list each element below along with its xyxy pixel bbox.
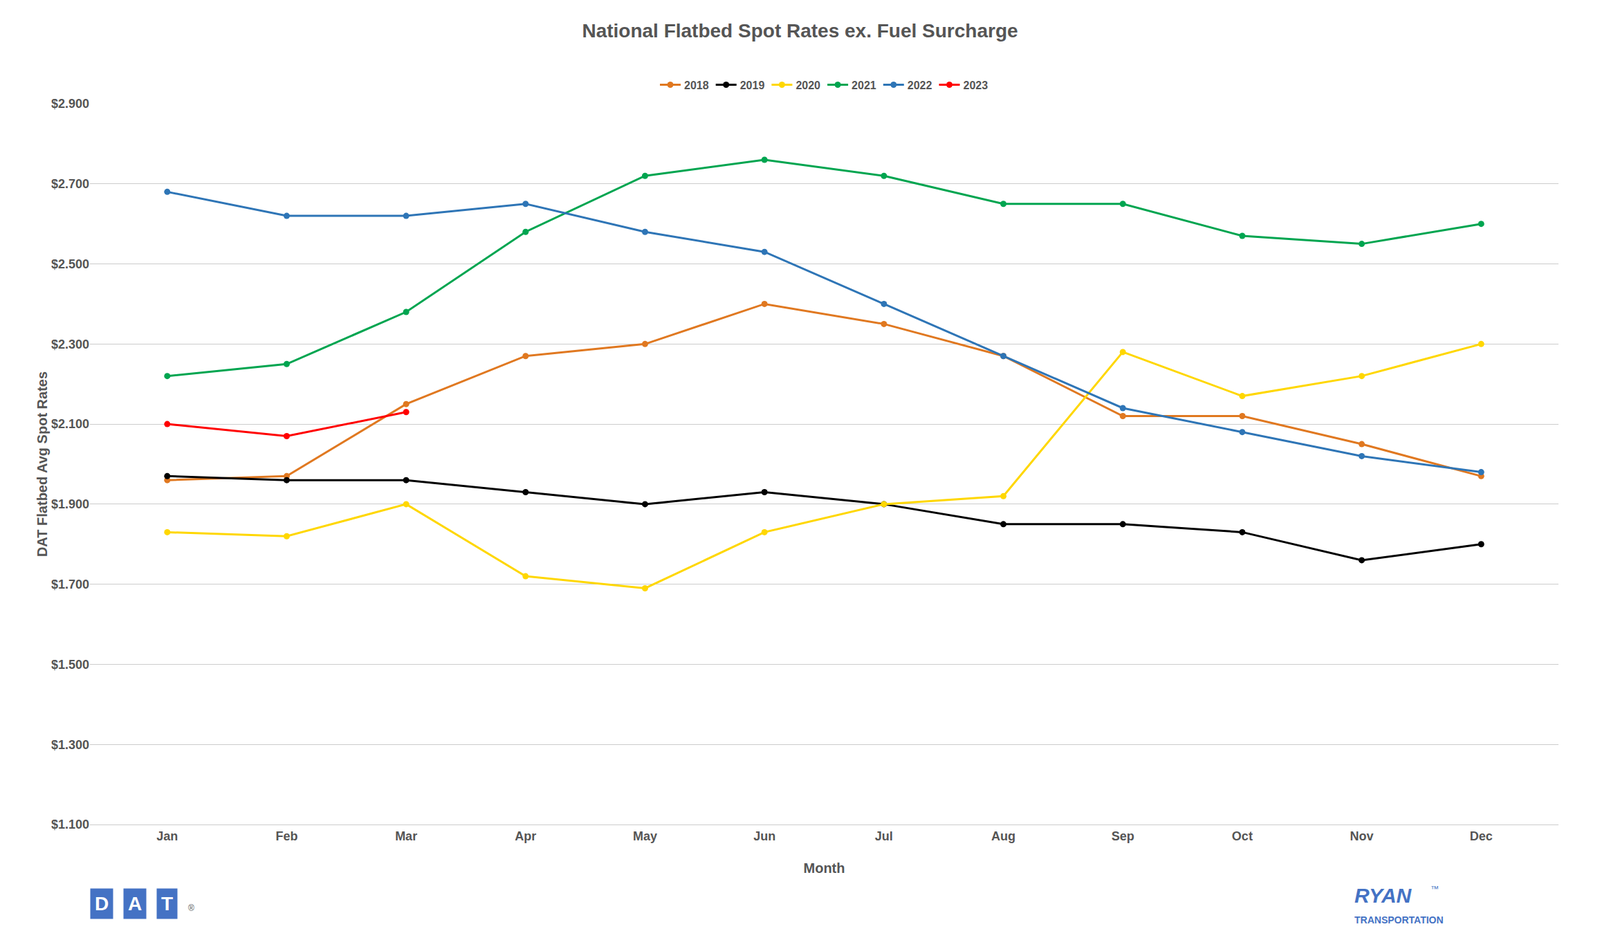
svg-text:Sep: Sep <box>1111 829 1135 844</box>
svg-text:$2.300: $2.300 <box>51 337 90 352</box>
svg-text:2022: 2022 <box>907 79 933 92</box>
svg-text:2018: 2018 <box>684 79 710 92</box>
svg-text:Nov: Nov <box>1350 829 1374 844</box>
svg-text:Jun: Jun <box>753 829 776 844</box>
svg-text:DAT Flatbed Avg Spot Rates: DAT Flatbed Avg Spot Rates <box>34 371 50 557</box>
svg-text:RYAN: RYAN <box>1354 884 1413 907</box>
svg-text:2019: 2019 <box>740 79 766 92</box>
svg-text:$1.100: $1.100 <box>51 817 90 832</box>
svg-text:$2.700: $2.700 <box>51 177 90 191</box>
svg-text:®: ® <box>188 903 195 914</box>
svg-text:D: D <box>94 893 109 915</box>
svg-text:Month: Month <box>803 860 846 876</box>
svg-text:May: May <box>632 829 658 844</box>
svg-text:2021: 2021 <box>851 79 877 92</box>
svg-text:Aug: Aug <box>991 829 1016 844</box>
svg-text:$1.900: $1.900 <box>51 497 90 512</box>
svg-text:Oct: Oct <box>1231 829 1253 844</box>
svg-text:$1.500: $1.500 <box>51 657 90 672</box>
svg-text:2020: 2020 <box>795 79 821 92</box>
svg-text:National Flatbed Spot Rates ex: National Flatbed Spot Rates ex. Fuel Sur… <box>581 20 1018 42</box>
svg-text:TRANSPORTATION: TRANSPORTATION <box>1354 914 1444 926</box>
svg-text:$2.900: $2.900 <box>51 96 90 111</box>
svg-text:$2.500: $2.500 <box>51 257 90 272</box>
svg-text:Jan: Jan <box>156 829 178 844</box>
svg-text:Jul: Jul <box>875 829 894 844</box>
svg-text:T: T <box>161 893 173 915</box>
svg-text:Feb: Feb <box>275 829 298 844</box>
svg-text:™: ™ <box>1430 884 1439 894</box>
svg-text:Apr: Apr <box>514 829 537 844</box>
svg-text:$2.100: $2.100 <box>51 417 90 431</box>
svg-text:Mar: Mar <box>394 829 418 844</box>
svg-text:2023: 2023 <box>962 79 988 92</box>
svg-text:Dec: Dec <box>1469 829 1493 844</box>
svg-text:A: A <box>127 893 142 915</box>
svg-text:$1.700: $1.700 <box>51 577 90 592</box>
svg-text:$1.300: $1.300 <box>51 738 90 752</box>
